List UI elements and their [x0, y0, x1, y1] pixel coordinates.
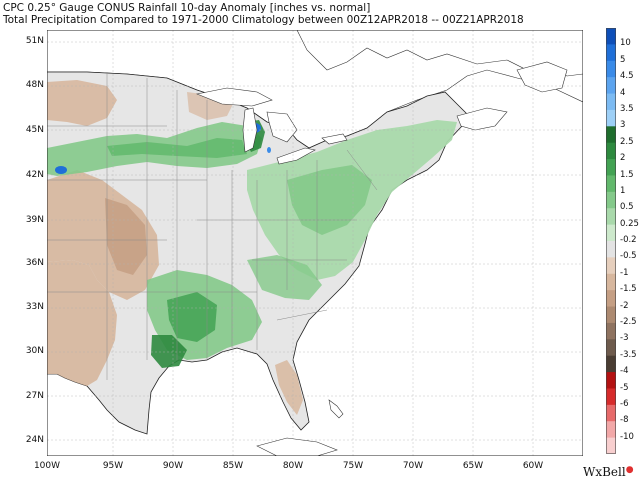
colorbar-swatch — [606, 191, 616, 209]
colorbar-label: -2.5 — [620, 316, 637, 327]
colorbar-swatch — [606, 109, 616, 127]
lon-label: 95W — [102, 461, 124, 471]
colorbar-label: -8 — [620, 415, 629, 426]
lat-label: 33N — [25, 302, 44, 312]
lat-label: 39N — [25, 215, 44, 225]
colorbar-swatch — [606, 142, 616, 160]
colorbar-swatch — [606, 421, 616, 439]
lon-label: 75W — [342, 461, 364, 471]
wet-area-carolinas — [247, 255, 322, 300]
colorbar-label: 1.5 — [620, 169, 634, 180]
colorbar-label: 0.25 — [620, 218, 639, 229]
lake-huron — [266, 111, 298, 143]
colorbar-label: 10 — [620, 38, 631, 49]
colorbar-label: 3.5 — [620, 103, 634, 114]
colorbar-swatch — [606, 372, 616, 389]
colorbar-label: -2 — [620, 300, 629, 311]
colorbar-swatch — [606, 257, 616, 275]
colorbar-swatch — [606, 290, 616, 308]
lake-superior — [195, 87, 273, 107]
lon-label: 85W — [222, 461, 244, 471]
lon-label: 60W — [522, 461, 544, 471]
blue-spot-michigan-east — [267, 147, 271, 153]
colorbar-label: 1 — [620, 185, 626, 196]
newfoundland — [516, 61, 568, 93]
colorbar-label: -4 — [620, 366, 629, 377]
colorbar-label: -10 — [620, 431, 634, 442]
lon-label: 80W — [282, 461, 304, 471]
blue-spot-dakota — [55, 166, 67, 174]
dry-area-texas — [47, 260, 117, 386]
wet-area-midatlantic — [287, 165, 372, 235]
colorbar-label: 2.5 — [620, 136, 634, 147]
brand-text: WxBell — [583, 465, 626, 479]
colorbar-swatch — [606, 28, 616, 45]
colorbar-label: -0.2 — [620, 235, 637, 245]
colorbar-swatch — [606, 404, 616, 422]
colorbar-label: -3 — [620, 333, 629, 344]
map-title-line1: CPC 0.25° Gauge CONUS Rainfall 10-day An… — [3, 2, 371, 14]
lon-label: 90W — [162, 461, 184, 471]
colorbar-swatch — [606, 322, 616, 340]
lat-label: 45N — [25, 125, 44, 135]
colorbar-swatch — [606, 126, 616, 144]
wxbell-logo: WxBell● — [583, 465, 634, 479]
lon-label: 65W — [462, 461, 484, 471]
dry-area-kansas-core — [105, 198, 147, 275]
nova-scotia — [456, 107, 508, 131]
colorbar-swatch — [606, 77, 616, 95]
colorbar-label: -6 — [620, 398, 629, 409]
colorbar-swatch — [606, 175, 616, 193]
colorbar-label: -0.5 — [620, 251, 637, 262]
colorbar-swatch — [606, 159, 616, 176]
colorbar-swatch — [606, 60, 616, 78]
colorbar-swatch — [606, 273, 616, 291]
graticule — [47, 30, 583, 456]
lat-label: 30N — [25, 346, 44, 356]
colorbar-swatch — [606, 355, 616, 373]
colorbar-swatch — [606, 208, 616, 226]
colorbar-label: -1 — [620, 267, 629, 278]
colorbar-label: 3 — [620, 120, 626, 131]
colorbar-swatch — [606, 93, 616, 111]
colorbar — [606, 28, 616, 454]
wet-area-gulf-coast — [151, 335, 187, 368]
colorbar-label: 4.5 — [620, 71, 634, 82]
lat-label: 48N — [25, 80, 44, 90]
colorbar-swatch — [606, 241, 616, 258]
lon-label: 100W — [33, 461, 61, 471]
colorbar-swatch — [606, 224, 616, 242]
lat-label: 51N — [25, 36, 44, 46]
colorbar-label: 2 — [620, 153, 626, 164]
lat-label: 27N — [25, 391, 44, 401]
lat-label: 24N — [25, 435, 44, 445]
colorbar-swatch — [606, 388, 616, 406]
brand-dot: ● — [625, 465, 634, 475]
wet-area-florida — [275, 360, 303, 415]
colorbar-swatch — [606, 339, 616, 357]
lake-ontario — [321, 133, 348, 145]
bahamas — [328, 399, 344, 419]
colorbar-swatch — [606, 437, 616, 454]
anomaly-map-svg — [47, 30, 583, 456]
dry-area-northwest — [47, 80, 117, 126]
lat-label: 36N — [25, 258, 44, 268]
cuba — [256, 437, 338, 456]
wet-area-south-core — [167, 292, 217, 342]
lake-erie — [276, 147, 316, 165]
anomaly-map — [47, 30, 583, 456]
lat-label: 42N — [25, 170, 44, 180]
colorbar-swatch — [606, 44, 616, 62]
colorbar-label: 4 — [620, 87, 626, 98]
colorbar-label: 5 — [620, 54, 626, 65]
colorbar-label: 0.5 — [620, 202, 634, 213]
colorbar-swatch — [606, 306, 616, 324]
map-title-line2: Total Precipitation Compared to 1971-200… — [3, 14, 524, 26]
colorbar-label: -5 — [620, 382, 629, 393]
colorbar-label: -1.5 — [620, 284, 637, 295]
colorbar-label: -3.5 — [620, 349, 637, 360]
lon-label: 70W — [402, 461, 424, 471]
